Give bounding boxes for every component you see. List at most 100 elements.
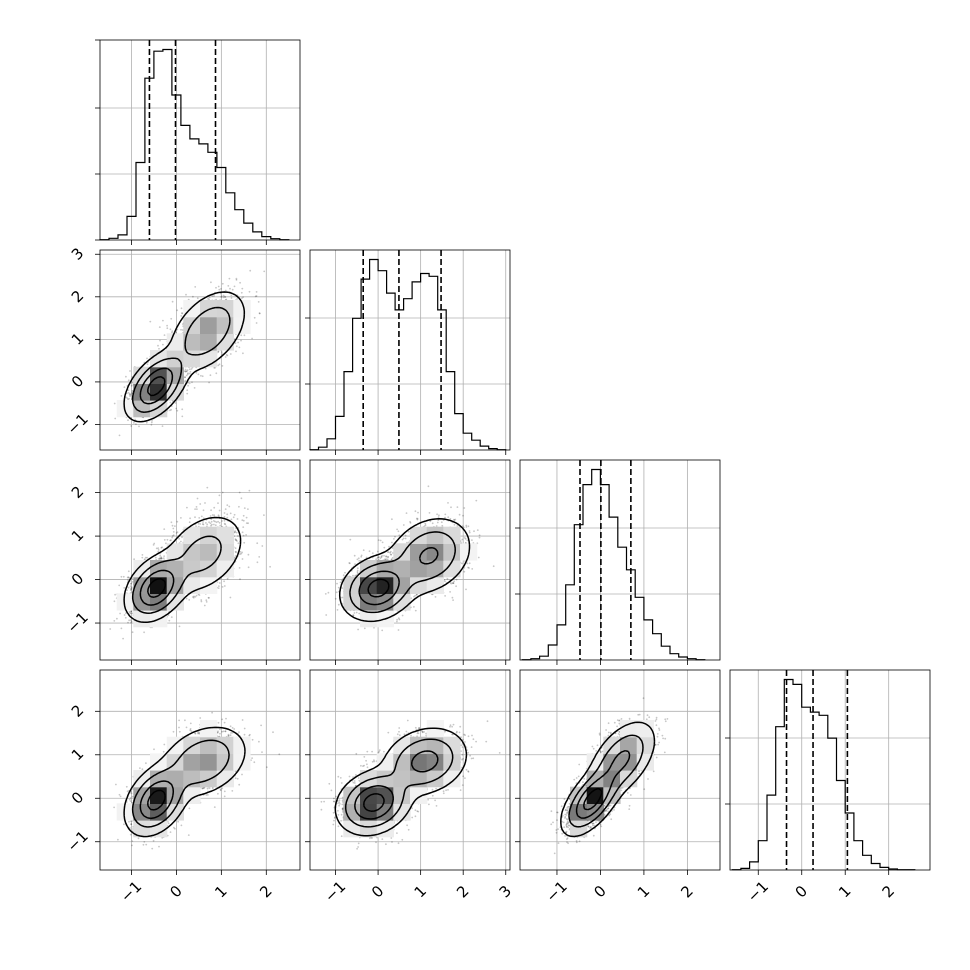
scatter-point [230,294,233,297]
scatter-point [219,524,222,527]
scatter-point [175,407,178,410]
scatter-point [234,550,237,553]
scatter-point [144,556,147,559]
scatter-point [127,579,129,581]
scatter-point [218,509,221,512]
scatter-point [181,415,184,418]
scatter-point [236,297,239,300]
scatter-point [133,422,135,424]
scatter-point [186,369,189,371]
scatter-point [113,620,116,622]
scatter-point [172,534,175,537]
scatter-point [223,519,226,522]
scatter-point [127,398,129,401]
scatter-point [185,293,187,296]
scatter-point [157,547,160,549]
scatter-point [243,334,246,337]
scatter-point [235,539,238,541]
scatter-point [195,594,198,597]
scatter-point [180,517,182,519]
scatter-point [118,584,121,587]
scatter-point [172,527,175,530]
scatter-point [186,389,189,392]
scatter-point [210,281,212,284]
scatter-point [149,320,152,323]
scatter-point [223,522,226,525]
histogram-panel-1 [305,249,511,455]
scatter-point [157,549,160,551]
scatter-point [116,617,118,620]
x-tick-label: 1 [835,882,854,901]
scatter-point [254,295,257,298]
scatter-point [221,351,223,353]
scatter-point [221,520,223,522]
scatter-point [224,508,227,510]
scatter-point [234,530,237,532]
histogram-panel-2 [515,459,721,665]
scatter-point [131,392,133,394]
scatter-point [135,423,137,425]
scatter-point [223,516,226,518]
scatter-point [258,556,261,558]
scatter-point [114,417,117,420]
scatter-point [241,551,244,554]
scatter-point [162,319,164,322]
scatter-point [185,370,187,373]
scatter-point [159,339,161,342]
scatter-point [127,570,130,573]
scatter-point [181,312,183,314]
scatter-point [120,627,123,630]
contour-level-0 [123,291,246,423]
scatter-point [180,307,183,310]
scatter-point [127,576,130,578]
scatter-point [220,295,223,298]
scatter-point [230,297,233,299]
scatter-point [154,556,157,559]
scatter-point [218,585,220,587]
scatter-point [170,408,173,411]
scatter-point [129,612,132,614]
scatter-point [205,522,207,524]
density-block [216,333,234,351]
scatter-point [200,515,203,518]
histogram-steps [521,468,706,661]
scatter-point [150,421,153,424]
scatter-point [202,523,205,526]
scatter-point [227,285,230,287]
scatter-point [226,513,229,516]
scatter-point [231,288,234,291]
scatter-point [191,381,193,384]
y-tick-label: 3 [68,244,87,263]
scatter-point [208,381,211,384]
scatter-point [245,516,248,519]
scatter-point [217,364,220,367]
scatter-point [241,558,244,560]
scatter-point [176,520,179,523]
scatter-point [241,519,244,522]
scatter-point [247,566,250,569]
panel-frame [519,459,721,661]
x-tick-label: −1 [744,877,772,905]
scatter-point [123,386,126,389]
scatter-point [127,379,130,382]
scatter-point [188,521,191,524]
scatter-point [155,547,158,550]
scatter-point [187,372,189,375]
scatter-point [229,287,231,290]
scatter-point [119,612,121,615]
scatter-point [211,514,214,516]
scatter-point [185,374,188,377]
scatter-point [211,523,213,526]
scatter-point [204,367,207,370]
scatter-point [241,287,244,290]
scatter-point [221,586,224,588]
scatter-point [215,521,218,524]
scatter-point [128,397,131,400]
scatter-point [165,542,167,545]
y-tick-label: 1 [68,329,87,348]
scatter-point [247,553,250,556]
scatter-point [263,270,266,273]
scatter-point [208,296,211,299]
scatter-point [233,556,236,559]
